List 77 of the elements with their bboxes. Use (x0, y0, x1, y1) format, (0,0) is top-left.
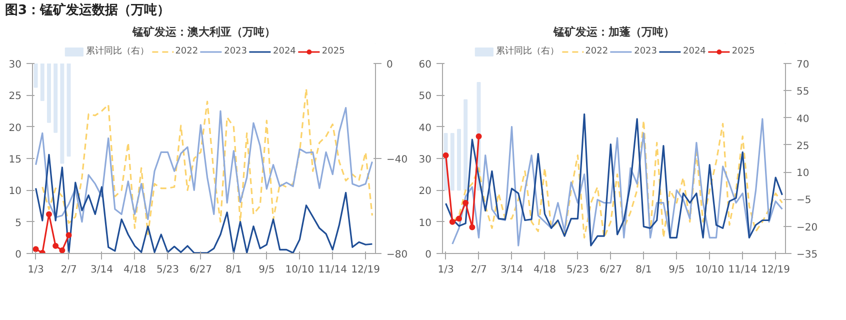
legend-label: 2025 (732, 46, 755, 56)
x-tick-label: 10/10 (285, 264, 314, 276)
legend-label: 2025 (322, 46, 345, 56)
y-tick-label: 10 (8, 186, 22, 198)
y2-tick-label: −20 (796, 222, 818, 234)
y-tick-label: 20 (418, 186, 432, 198)
x-tick-label: 2/7 (470, 264, 487, 276)
x-tick-label: 4/18 (534, 264, 556, 276)
y-tick-label: 10 (418, 218, 432, 229)
line-series (42, 88, 373, 236)
y2-tick-label: 10 (796, 168, 810, 180)
point (476, 133, 482, 140)
line-series (35, 107, 373, 223)
y-tick-label: 0 (15, 250, 22, 260)
x-tick-label: 11/14 (318, 264, 348, 276)
y2-tick-label: −5 (796, 195, 812, 206)
point (59, 247, 66, 254)
y2-tick-label: 40 (796, 114, 810, 125)
point (469, 224, 476, 230)
legend-label: 2024 (273, 46, 296, 56)
chart-title: 锰矿发运：澳大利亚（万吨） (132, 26, 276, 38)
y2-tick-label: −40 (386, 154, 408, 166)
x-tick-label: 12/19 (761, 264, 790, 276)
y2-tick-label: −80 (386, 250, 408, 260)
y-tick-label: 25 (8, 91, 22, 102)
y-tick-label: 20 (8, 122, 22, 134)
legend-label: 2022 (175, 46, 198, 56)
x-tick-label: 11/14 (728, 264, 758, 276)
point (442, 152, 449, 158)
y-tick-label: 40 (418, 122, 432, 134)
x-tick-label: 12/19 (351, 264, 380, 276)
y2-tick-label: −35 (796, 250, 818, 260)
x-tick-label: 1/3 (28, 264, 44, 276)
y-tick-label: 15 (8, 154, 22, 166)
line-series (35, 154, 373, 254)
x-tick-label: 10/10 (695, 264, 724, 276)
y2-tick-label: 70 (796, 60, 810, 70)
y2-tick-label: 25 (796, 140, 810, 152)
bar (457, 128, 461, 191)
bar (464, 99, 468, 191)
chart-title: 锰矿发运：加蓬（万吨） (552, 26, 674, 38)
x-tick-label: 5/23 (156, 264, 179, 276)
legend-label: 2023 (634, 46, 657, 56)
y2-tick-label: 55 (796, 86, 810, 98)
x-tick-label: 8/1 (636, 264, 652, 276)
y2-tick-label: 0 (386, 60, 393, 70)
legend-label: 2024 (683, 46, 706, 56)
point (456, 216, 462, 222)
x-tick-label: 2/7 (60, 264, 77, 276)
bar (450, 133, 454, 191)
legend-label: 累计同比（右） (86, 45, 150, 58)
caption: 图3：锰矿发运数据（万吨） (5, 2, 170, 20)
point (462, 200, 469, 206)
x-tick-label: 1/3 (438, 264, 454, 276)
x-tick-label: 3/14 (90, 264, 113, 276)
legend-label: 2022 (585, 46, 608, 56)
x-tick-label: 5/23 (566, 264, 589, 276)
point (66, 232, 72, 238)
y-tick-label: 60 (418, 60, 432, 70)
x-tick-label: 9/5 (258, 264, 275, 276)
x-tick-label: 8/1 (226, 264, 242, 276)
x-tick-label: 6/27 (189, 264, 212, 276)
point (52, 242, 59, 249)
point (32, 246, 39, 252)
point (46, 211, 52, 218)
y-tick-label: 50 (418, 91, 432, 102)
point (449, 218, 456, 225)
y-tick-label: 0 (425, 250, 432, 260)
y-tick-label: 30 (8, 60, 22, 70)
y-tick-label: 30 (418, 154, 432, 166)
legend-label: 2023 (224, 46, 247, 56)
x-tick-label: 3/14 (500, 264, 523, 276)
x-tick-label: 9/5 (668, 264, 685, 276)
x-tick-label: 6/27 (599, 264, 622, 276)
x-tick-label: 4/18 (124, 264, 146, 276)
y-tick-label: 5 (15, 218, 22, 229)
legend-label: 累计同比（右） (496, 45, 560, 58)
